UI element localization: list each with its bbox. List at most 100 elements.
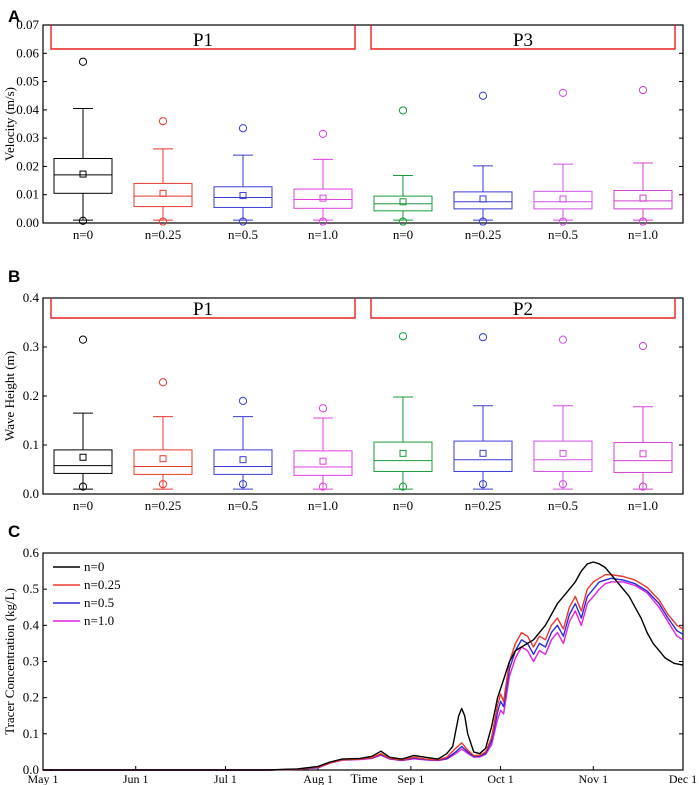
category-label: n=0.5: [548, 227, 578, 242]
outlier-high: [78, 57, 88, 66]
category-label: n=0: [393, 498, 413, 513]
group-label: P2: [513, 299, 533, 320]
x-tick-label: Jul 1: [214, 772, 237, 785]
outlier-high: [158, 378, 168, 387]
y-tick-label: 0.00: [16, 215, 39, 230]
y-tick-label: 0.04: [16, 102, 39, 117]
category-label: n=1.0: [628, 227, 658, 242]
category-label: n=1.0: [308, 227, 338, 242]
panel-label: B: [8, 267, 20, 286]
box-plot: [293, 404, 353, 491]
box-plot: [293, 129, 353, 226]
box-mean-marker: [319, 457, 327, 465]
y-axis-label: Velocity (m/s): [2, 87, 17, 161]
y-tick-label: 0.1: [23, 437, 39, 452]
group-label: P1: [193, 30, 213, 51]
outlier-low: [78, 216, 88, 225]
outlier-high: [318, 129, 328, 138]
y-tick-label: 0.05: [16, 74, 39, 89]
legend-label: n=1.0: [84, 613, 114, 628]
outlier-high: [238, 124, 248, 133]
axes-frame: [42, 297, 684, 495]
outlier-high: [478, 91, 488, 100]
panel-b-wave-height-boxplot: 0.0 0.1 0.2 0.3 0.4B Wave Height (m) n=0 n=0.25…: [2, 267, 684, 513]
outlier-high: [638, 85, 648, 95]
box-plot: [213, 396, 273, 490]
y-tick-label: 0.6: [23, 545, 40, 560]
box-iqr: [133, 449, 193, 475]
box-plot: [373, 332, 433, 491]
box-mean-marker: [239, 456, 247, 464]
x-tick-label: Jun 1: [123, 772, 149, 785]
category-label: n=0: [73, 227, 93, 242]
box-plot: [53, 335, 113, 491]
outlier-low: [398, 217, 408, 226]
box-mean-marker: [559, 195, 567, 203]
y-tick-label: 0.3: [23, 339, 39, 354]
legend-label: n=0: [84, 559, 104, 574]
box-plot: [133, 378, 193, 490]
outlier-low: [478, 480, 488, 489]
box-mean-marker: [79, 453, 87, 461]
box-iqr: [53, 158, 113, 194]
x-tick-label: Aug 1: [303, 772, 333, 785]
outlier-low: [238, 217, 248, 226]
group-label: P3: [513, 30, 533, 51]
y-tick-label: 0.0: [23, 486, 39, 501]
x-tick-label: Dec 1: [669, 772, 697, 785]
outlier-high: [478, 333, 488, 342]
outlier-high: [78, 335, 88, 344]
box-plot: [53, 57, 113, 225]
y-tick-label: 0.5: [23, 581, 39, 596]
box-mean-marker: [319, 194, 327, 202]
y-tick-label: 0.1: [23, 726, 39, 741]
x-tick-label: Sep 1: [397, 772, 424, 785]
category-label: n=0: [73, 498, 93, 513]
box-plot: [373, 106, 433, 226]
legend: n=0 n=0.25 n=0.5 n=1.0: [53, 559, 121, 628]
box-mean-marker: [479, 449, 487, 457]
box-plot: [533, 88, 593, 226]
outlier-high: [238, 396, 248, 405]
group-bracket: [50, 298, 356, 319]
y-tick-label: 0.0: [23, 762, 39, 777]
y-tick-label: 0.01: [16, 187, 39, 202]
y-tick-label: 0.02: [16, 158, 39, 173]
outlier-high: [558, 335, 568, 344]
y-axis-label: Tracer Concentration (kg/L): [2, 588, 17, 735]
box-mean-marker: [159, 455, 167, 463]
category-label: n=0.25: [465, 227, 502, 242]
group-bracket: [370, 298, 676, 319]
x-axis-label: Time: [351, 771, 378, 785]
outlier-low: [558, 480, 568, 489]
box-iqr: [53, 449, 113, 474]
box-iqr: [133, 182, 193, 208]
box-iqr: [293, 188, 353, 209]
category-label: n=0.25: [465, 498, 502, 513]
category-label: n=1.0: [628, 498, 658, 513]
x-tick-label: Oct 1: [487, 772, 513, 785]
outlier-low: [398, 482, 408, 491]
x-tick-label: May 1: [28, 772, 59, 785]
category-label: n=0: [393, 227, 413, 242]
legend-label: n=0.5: [84, 595, 114, 610]
group-bracket: [50, 25, 356, 50]
box-plot: [613, 341, 673, 491]
x-tick-label: Nov 1: [578, 772, 608, 785]
outlier-low: [158, 217, 168, 226]
box-plot: [533, 335, 593, 490]
y-axis-label: Wave Height (m): [2, 351, 17, 441]
box-mean-marker: [479, 195, 487, 203]
outlier-low: [78, 482, 88, 491]
outlier-low: [478, 217, 488, 226]
box-mean-marker: [79, 170, 87, 178]
box-iqr: [613, 442, 673, 473]
box-iqr: [533, 440, 593, 472]
series-line-n=1.0: [43, 581, 684, 771]
box-plot: [453, 333, 513, 490]
panel-label: A: [8, 7, 20, 26]
outlier-low: [558, 217, 568, 226]
y-tick-label: 0.07: [16, 17, 39, 32]
series-line-n=0: [43, 561, 684, 771]
outlier-high: [638, 341, 648, 351]
